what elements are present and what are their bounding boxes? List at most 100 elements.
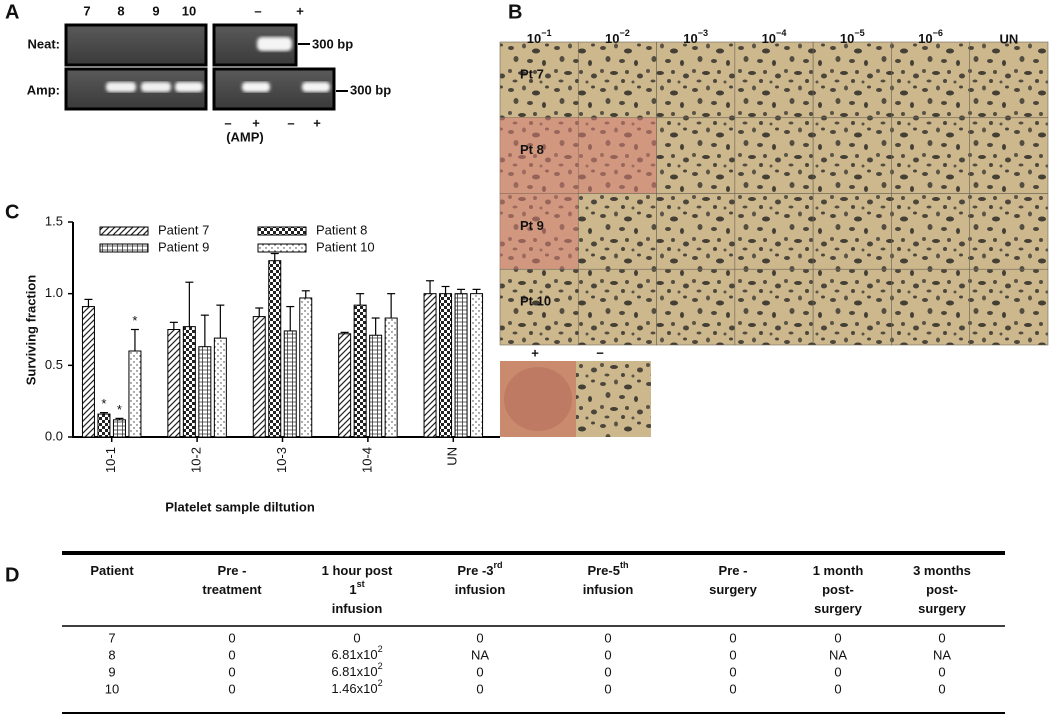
column-label: 10−1 [527,28,552,46]
table-header: post- [822,582,854,597]
table-cell: 0 [228,630,235,645]
y-tick-label: 0.0 [45,428,63,443]
table-cell: 0 [834,630,841,645]
bar [353,304,367,438]
table-cell-text: 1.46x10 [331,681,377,696]
bar [454,293,468,438]
plaque-image [969,268,1049,346]
plaque-image [656,268,736,346]
table-cell: 0 [476,681,483,696]
panel-label: C [5,201,19,223]
error-bar [255,307,264,317]
plaque-image [734,268,814,346]
column-label-sup: −5 [854,28,864,38]
table-header: 3 months [913,563,971,578]
error-bar [371,317,380,336]
table-header-text: 1 hour post [322,563,393,578]
bar [112,419,126,438]
table-header: infusion [583,582,634,597]
bar [423,293,437,438]
x-tick-label: UN [445,447,460,466]
column-label: 10−5 [840,28,865,46]
gel-images [64,23,348,111]
control-image [504,367,572,431]
table-header: 1st [349,579,364,597]
table-cell: 6.81x102 [331,661,382,679]
bar [252,316,266,438]
table-cell: 10 [105,681,119,696]
bar [128,350,142,438]
plaque-image [499,41,579,119]
column-label-text: 10 [527,31,541,46]
table-header-text: Pre -3 [457,563,493,578]
column-label-sup: −4 [776,28,787,38]
bar [81,306,95,438]
error-bar [169,321,178,330]
error-bar [84,298,93,307]
table-header: 1 hour post [322,563,393,578]
column-label-sup: −3 [698,28,708,38]
row-label: Pt 8 [520,142,544,157]
size-marker: 300 bp [350,82,391,97]
table-cell: 6.81x102 [331,644,382,662]
table-cell: 0 [353,630,360,645]
legend-label: Patient 9 [158,239,209,254]
plaque-image [734,193,814,270]
lane-label: 9 [152,3,159,18]
table-header-text: 1 month [813,563,864,578]
table-cell: 0 [604,681,611,696]
bar [299,297,313,438]
error-bar [200,314,209,347]
legend-label: Patient 10 [316,239,375,254]
table-header-text: 1 [349,582,356,597]
table-header: Pre -3rd [457,560,502,578]
table-header: Patient [90,563,134,578]
table-cell: 0 [604,664,611,679]
table-header: Pre - [218,563,247,578]
y-axis-label: Surviving fraction [23,275,38,386]
lane-label: – [254,3,261,18]
x-tick-label: 10-2 [189,447,204,473]
x-tick-label: 10-4 [359,447,374,473]
bar [268,260,282,438]
annotation: * [117,402,122,417]
bar [182,326,196,438]
column-label: 10−3 [683,28,708,46]
plaque-image [656,41,736,119]
bar [198,346,212,438]
control-image [576,361,651,437]
x-tick-label: 10-1 [103,447,118,473]
x-axis-label: Platelet sample diltution [165,499,315,514]
column-label: 10−4 [762,28,788,46]
caption: (AMP) [226,129,264,144]
bar [283,330,297,438]
column-label: 10−6 [918,28,943,46]
row-label: Pt 7 [520,66,544,81]
table-cell: 0 [729,664,736,679]
legend-label: Patient 7 [158,222,209,237]
plaque-image [577,193,657,270]
panel-label: B [508,1,522,23]
plaque-image [969,41,1049,119]
plaque-image [734,41,814,119]
table-header-text: surgery [814,601,862,616]
error-bar [216,304,225,339]
error-bar [340,331,349,334]
error-bar [99,412,108,415]
row-label: Pt 10 [520,294,551,309]
table-header-text: Pre - [719,563,748,578]
table-header: surgery [814,601,862,616]
lane-label: 10 [182,3,196,18]
bar [369,334,383,438]
legend-swatch [99,243,149,253]
table-cell-sup: 2 [378,661,383,671]
control-label: + [531,345,539,360]
table-header-text: Pre - [218,563,247,578]
column-label-sup: −1 [541,28,551,38]
lane-label: – [224,115,231,130]
legend-label: Patient 8 [316,222,367,237]
plaque-image [969,193,1049,270]
error-bar [356,293,365,306]
table-header-text: infusion [583,582,634,597]
table-header-text: Pre-5 [587,563,620,578]
